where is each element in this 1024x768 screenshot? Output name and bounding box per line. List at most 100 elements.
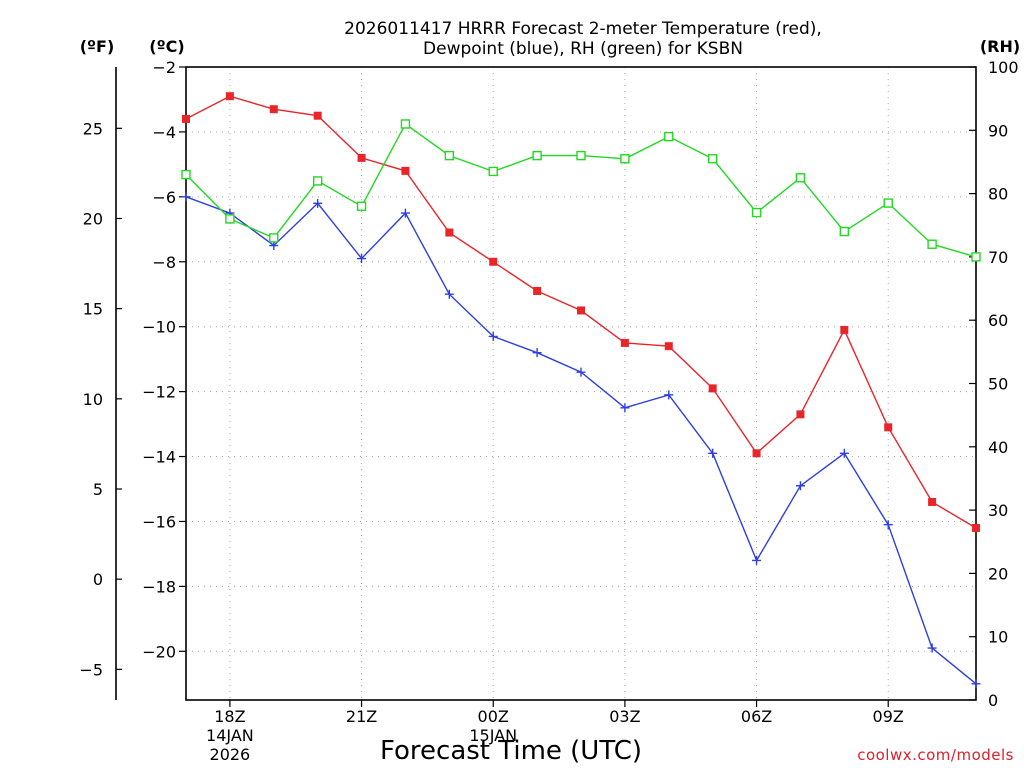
fahrenheit-tick-label: 5 (93, 480, 103, 499)
rh-point (181, 169, 191, 180)
rh-tick-label: 10 (988, 628, 1008, 647)
dewpoint-point (927, 643, 937, 653)
celsius-tick-label: −16 (142, 512, 176, 531)
rh-point (839, 226, 850, 237)
dewpoint-point (313, 198, 323, 208)
rh-point (225, 214, 235, 224)
temperature-point (664, 342, 673, 351)
dewpoint-point (357, 254, 367, 264)
rh-point (971, 252, 981, 262)
temperature-point (752, 449, 761, 458)
temperature-point (620, 338, 629, 347)
fahrenheit-tick-label: 20 (83, 209, 103, 228)
x-tick-date-label: 14JAN (206, 726, 254, 745)
chart-title-line2: Dewpoint (blue), RH (green) for KSBN (423, 39, 743, 59)
rh-tick-label: 50 (988, 375, 1008, 394)
temperature-point (884, 423, 893, 432)
rh-tick-label: 40 (988, 438, 1008, 457)
data-series (181, 92, 981, 689)
x-tick-year-label: 2026 (210, 745, 251, 764)
temperature-point (489, 257, 498, 266)
fahrenheit-tick-label: 15 (83, 300, 103, 319)
dewpoint-point (400, 208, 410, 218)
fahrenheit-unit-label: (ºF) (80, 37, 115, 56)
dewpoint-point (883, 520, 893, 530)
chart-title-line1: 2026011417 HRRR Forecast 2-meter Tempera… (344, 19, 822, 39)
celsius-tick-label: −14 (142, 448, 176, 467)
rh-tick-label: 30 (988, 501, 1008, 520)
celsius-tick-label: −12 (142, 383, 176, 402)
celsius-tick-label: −8 (152, 253, 176, 272)
fahrenheit-tick-label: 0 (93, 570, 103, 589)
rh-tick-label: 100 (988, 58, 1019, 77)
dewpoint-point (664, 390, 674, 400)
fahrenheit-tick-label: 10 (83, 390, 103, 409)
temperature-point (708, 384, 717, 393)
celsius-tick-label: −20 (142, 642, 176, 661)
fahrenheit-tick-label: 25 (83, 119, 103, 138)
temperature-point (182, 114, 190, 123)
celsius-tick-label: −2 (152, 58, 176, 77)
x-tick-date-label: 15JAN (469, 726, 517, 745)
temperature-point (401, 166, 410, 175)
dewpoint-point (444, 289, 454, 299)
x-axis-title: Forecast Time (UTC) (380, 736, 642, 766)
credit-text: coolwx.com/models (857, 746, 1014, 764)
celsius-tick-label: −18 (142, 577, 176, 596)
axes: −2−4−6−8−10−12−14−16−18−202520151050−501… (79, 58, 1018, 764)
dewpoint-point (181, 192, 191, 202)
temperature-point (928, 497, 937, 506)
rh-point (444, 150, 455, 161)
celsius-unit-label: (ºC) (149, 37, 184, 56)
x-tick-label: 18Z (214, 707, 245, 726)
rh-point (532, 150, 542, 161)
rh-point (664, 131, 674, 142)
rh-point (707, 154, 718, 164)
plot-frame (185, 66, 977, 701)
rh-line (185, 122, 977, 258)
dewpoint-point (971, 679, 981, 689)
x-tick-label: 09Z (873, 707, 904, 726)
x-tick-label: 00Z (478, 707, 509, 726)
dewpoint-point (795, 481, 805, 491)
temperature-point (972, 523, 980, 532)
celsius-tick-label: −10 (142, 318, 176, 337)
temperature-point (577, 306, 585, 315)
temperature-point (269, 105, 278, 114)
dewpoint-point (488, 331, 498, 341)
x-tick-label: 21Z (346, 707, 377, 726)
temperature-point (445, 228, 454, 237)
rh-point (488, 166, 498, 177)
rh-point (883, 198, 893, 208)
dewpoint-point (620, 403, 630, 413)
dewpoint-point (752, 555, 762, 565)
dewpoint-point (839, 448, 849, 458)
x-tick-label: 06Z (741, 707, 772, 726)
rh-point (356, 201, 367, 211)
fahrenheit-tick-label: −5 (79, 660, 103, 679)
temperature-point (840, 325, 849, 334)
rh-tick-label: 70 (988, 248, 1008, 267)
rh-point (620, 154, 630, 164)
rh-tick-label: 90 (988, 121, 1008, 140)
rh-point (795, 173, 806, 183)
rh-tick-label: 80 (988, 185, 1008, 204)
rh-point (576, 150, 586, 161)
x-tick-label: 03Z (609, 707, 640, 726)
rh-point (269, 233, 279, 243)
rh-tick-label: 60 (988, 311, 1008, 330)
rh-unit-label: (RH) (980, 37, 1020, 56)
celsius-tick-label: −6 (152, 188, 176, 207)
temperature-point (533, 286, 542, 295)
celsius-tick-label: −4 (152, 123, 176, 142)
rh-tick-label: 0 (988, 691, 998, 710)
temperature-point (313, 111, 322, 120)
temperature-point (225, 92, 234, 101)
rh-point (400, 119, 411, 129)
dewpoint-point (576, 367, 586, 377)
dewpoint-line (185, 196, 977, 685)
rh-point (312, 176, 323, 186)
dewpoint-point (532, 348, 542, 358)
rh-point (751, 207, 762, 218)
